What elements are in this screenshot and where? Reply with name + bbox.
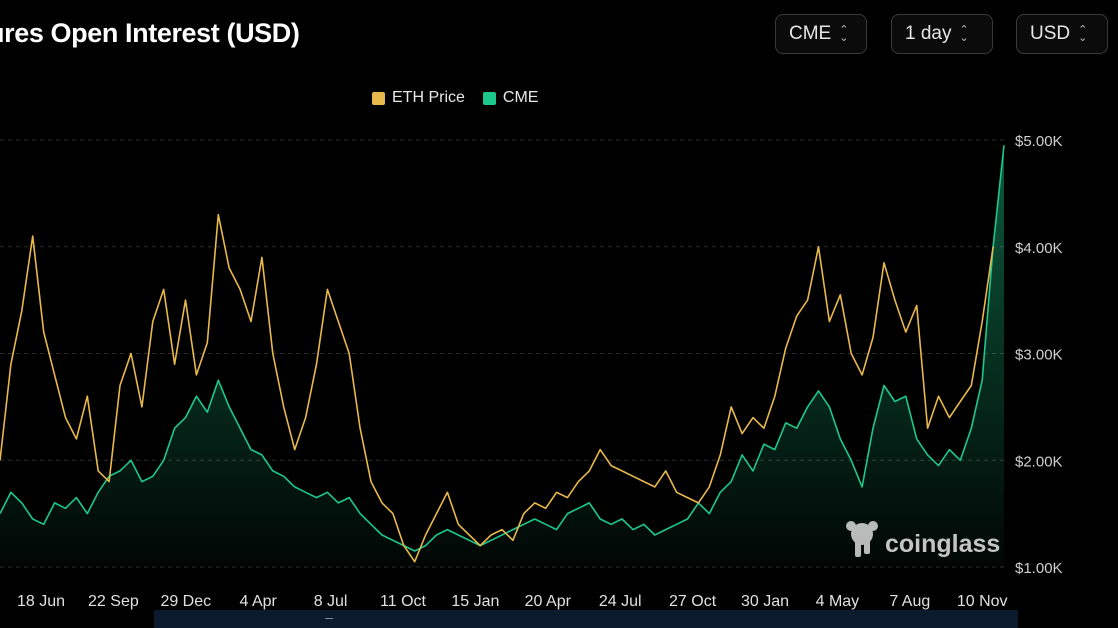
coinglass-logo-icon bbox=[846, 521, 878, 557]
legend-swatch-eth-price bbox=[372, 91, 385, 105]
legend-label-cme: CME bbox=[502, 89, 539, 106]
interval-select-value: 1 day bbox=[905, 23, 952, 44]
x-tick-label: 8 Jul bbox=[314, 593, 348, 610]
x-tick-label: 24 Jul bbox=[599, 593, 642, 610]
series-line-cme bbox=[0, 145, 1005, 552]
x-tick-label: 15 Jan bbox=[451, 593, 499, 610]
legend-item-cme[interactable]: CME bbox=[482, 89, 539, 107]
currency-select[interactable]: USD ⌃ ⌄ bbox=[1016, 14, 1108, 54]
y-tick-label: $1.00K bbox=[1015, 560, 1063, 577]
y-tick-label: $5.00K bbox=[1015, 133, 1063, 150]
scroll-handle-icon bbox=[322, 618, 334, 623]
x-tick-label: 22 Sep bbox=[88, 593, 139, 610]
watermark: coinglass bbox=[846, 521, 1000, 558]
exchange-select[interactable]: CME ⌃ ⌄ bbox=[775, 14, 867, 54]
y-axis: $1.00K $2.00K $3.00K $4.00K $5.00K bbox=[1015, 133, 1063, 577]
series-area-cme bbox=[0, 145, 1004, 568]
page-title: ures Open Interest (USD) bbox=[0, 18, 300, 48]
chevron-updown-icon: ⌃ ⌄ bbox=[959, 24, 969, 44]
interval-select[interactable]: 1 day ⌃ ⌄ bbox=[891, 14, 993, 54]
series-line-eth-price bbox=[0, 213, 994, 563]
legend-swatch-cme bbox=[482, 91, 496, 105]
x-tick-label: 27 Oct bbox=[669, 593, 717, 610]
x-tick-label: 11 Oct bbox=[380, 593, 427, 610]
x-tick-label: 30 Jan bbox=[741, 593, 789, 610]
legend-item-eth-price[interactable]: ETH Price bbox=[372, 89, 465, 107]
x-tick-label: 4 Apr bbox=[240, 593, 278, 610]
x-tick-label: 20 Apr bbox=[525, 593, 572, 610]
legend-label-eth-price: ETH Price bbox=[392, 89, 465, 106]
y-tick-label: $4.00K bbox=[1015, 240, 1063, 257]
exchange-select-value: CME bbox=[789, 23, 832, 44]
y-tick-label: $2.00K bbox=[1015, 453, 1063, 470]
x-tick-label: 29 Dec bbox=[160, 593, 211, 610]
x-tick-label: 18 Jun bbox=[17, 593, 65, 610]
watermark-text: coinglass bbox=[885, 530, 1000, 558]
chevron-updown-icon: ⌃ ⌄ bbox=[839, 24, 849, 44]
chart-legend: ETH Price CME bbox=[372, 89, 538, 107]
y-tick-label: $3.00K bbox=[1015, 347, 1063, 364]
chevron-updown-icon: ⌃ ⌄ bbox=[1078, 24, 1088, 44]
x-tick-label: 10 Nov bbox=[957, 593, 1008, 610]
chart-range-scrollbar[interactable] bbox=[154, 610, 1018, 628]
x-tick-label: 4 May bbox=[816, 593, 860, 610]
currency-select-value: USD bbox=[1030, 23, 1071, 44]
series-layer bbox=[0, 145, 1005, 568]
x-axis: 18 Jun 22 Sep 29 Dec 4 Apr 8 Jul 11 Oct 15 Jan… bbox=[17, 593, 1008, 610]
x-tick-label: 7 Aug bbox=[889, 593, 930, 610]
